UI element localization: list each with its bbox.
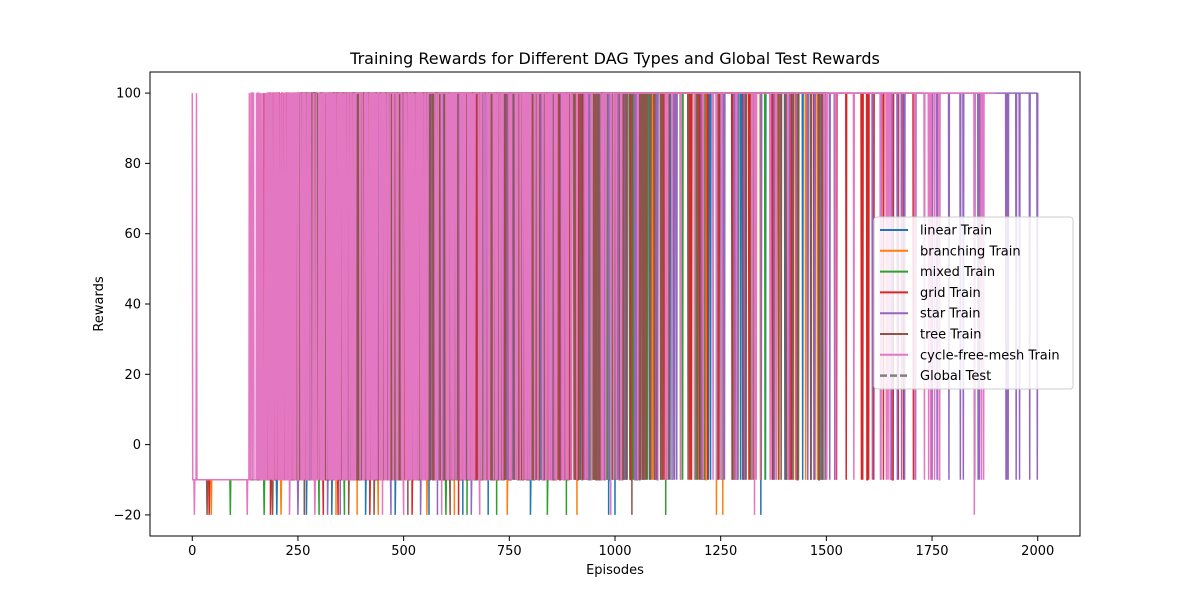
- legend-entry-label: branching Train: [920, 244, 1021, 259]
- y-tick-label: 100: [116, 87, 141, 102]
- legend-box: [873, 216, 1074, 390]
- chart-title: Training Rewards for Different DAG Types…: [349, 49, 880, 68]
- legend-entry-label: linear Train: [920, 224, 992, 239]
- y-tick-label: 20: [124, 368, 141, 383]
- legend-entry-label: mixed Train: [920, 265, 995, 280]
- y-axis-label: Rewards: [92, 276, 107, 331]
- x-axis: 0 250 500 750 1000 1250 1500 1750 2000: [188, 536, 1054, 559]
- legend-entry-label: grid Train: [920, 286, 981, 301]
- x-axis-label: Episodes: [586, 563, 644, 578]
- x-tick-label: 1000: [598, 544, 631, 559]
- x-tick-label: 1250: [704, 544, 737, 559]
- legend-entry-label: star Train: [920, 307, 981, 322]
- x-tick-label: 2000: [1021, 544, 1054, 559]
- x-tick-label: 1500: [810, 544, 843, 559]
- legend: linear Train branching Train mixed Train gr…: [873, 216, 1074, 390]
- series-layer: [191, 92, 1039, 515]
- y-axis: −20 0 20 40 60 80 100: [114, 87, 150, 523]
- x-tick-label: 500: [391, 544, 416, 559]
- x-tick-label: 0: [188, 544, 196, 559]
- y-tick-label: 0: [133, 438, 141, 453]
- y-tick-label: 40: [124, 298, 141, 313]
- x-tick-label: 250: [286, 544, 311, 559]
- y-tick-label: 60: [124, 227, 141, 242]
- series-line-6: [191, 92, 996, 515]
- y-tick-label: 80: [124, 157, 141, 172]
- legend-entry-label: Global Test: [920, 369, 991, 384]
- legend-entry-label: tree Train: [920, 328, 981, 343]
- y-tick-label: −20: [114, 508, 141, 523]
- legend-entry-label: cycle-free-mesh Train: [920, 348, 1060, 363]
- x-tick-label: 1750: [915, 544, 948, 559]
- x-tick-label: 750: [497, 544, 522, 559]
